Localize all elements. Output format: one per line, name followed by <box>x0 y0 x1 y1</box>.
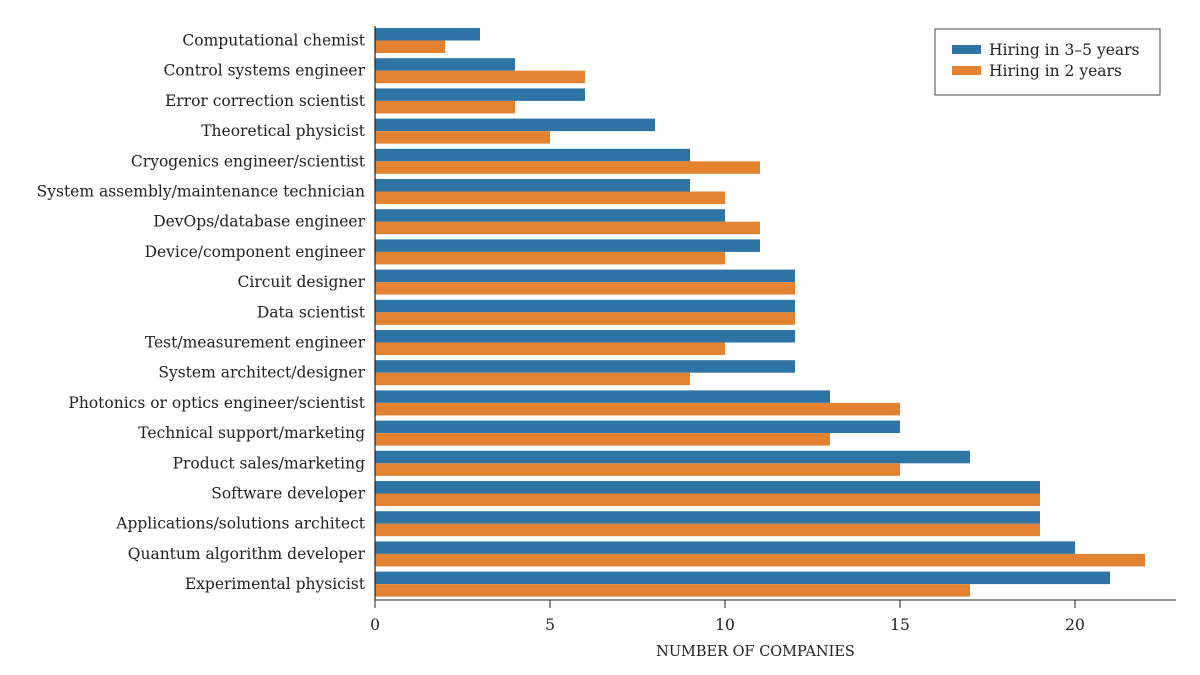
category-label: Technical support/marketing <box>138 424 365 442</box>
category-label: Photonics or optics engineer/scientist <box>68 394 365 412</box>
bar-applications-solutions-architect-2-years <box>375 523 1040 537</box>
bar-product-sales-marketing-3-5-years <box>375 450 970 464</box>
x-tick-label: 20 <box>1065 616 1085 634</box>
bar-data-scientist-2-years <box>375 312 795 325</box>
category-label: Test/measurement engineer <box>145 334 366 352</box>
bar-computational-chemist-2-years <box>375 40 445 53</box>
bar-quantum-algorithm-developer-3-5-years <box>375 541 1075 554</box>
category-label: Experimental physicist <box>185 575 366 593</box>
x-ticks: 0 5 10 15 20 <box>370 600 1085 634</box>
x-tick-label: 0 <box>370 616 380 634</box>
category-labels: Computational chemist Control systems eng… <box>37 32 366 594</box>
bar-quantum-algorithm-developer-2-years <box>375 553 1145 567</box>
category-label: System assembly/maintenance technician <box>37 183 365 201</box>
bar-cryogenics-engineer-scientist-2-years <box>375 161 760 174</box>
bar-test-measurement-engineer-3-5-years <box>375 330 795 343</box>
bar-system-architect-designer-3-5-years <box>375 360 795 373</box>
category-label: Theoretical physicist <box>201 122 366 140</box>
category-label: DevOps/database engineer <box>153 213 365 231</box>
category-label: System architect/designer <box>158 364 365 382</box>
bar-system-assembly-maintenance-technician-2-years <box>375 191 725 204</box>
bar-theoretical-physicist-3-5-years <box>375 118 655 132</box>
x-axis-title: NUMBER OF COMPANIES <box>656 644 855 660</box>
legend-label-3-5-years: Hiring in 3–5 years <box>989 41 1140 59</box>
bar-applications-solutions-architect-3-5-years <box>375 511 1040 524</box>
bar-circuit-designer-3-5-years <box>375 269 795 283</box>
bar-device-component-engineer-2-years <box>375 251 725 265</box>
legend: Hiring in 3–5 years Hiring in 2 years <box>934 28 1161 96</box>
bar-photonics-or-optics-engineer-scientist-3-5-years <box>375 390 830 403</box>
bar-devops-database-engineer-3-5-years <box>375 209 725 222</box>
legend-label-2-years: Hiring in 2 years <box>989 62 1122 80</box>
bar-data-scientist-3-5-years <box>375 299 795 313</box>
bar-experimental-physicist-2-years <box>375 584 970 597</box>
legend-swatch-3-5-years <box>952 45 981 54</box>
category-label: Product sales/marketing <box>173 454 365 472</box>
bar-theoretical-physicist-2-years <box>375 131 550 144</box>
bar-error-correction-scientist-3-5-years <box>375 88 585 101</box>
bar-devops-database-engineer-2-years <box>375 221 760 235</box>
category-label: Data scientist <box>257 303 366 321</box>
legend-swatch-2-years <box>952 66 981 75</box>
bar-photonics-or-optics-engineer-scientist-2-years <box>375 402 900 416</box>
bar-control-systems-engineer-3-5-years <box>375 58 515 71</box>
category-label: Applications/solutions architect <box>115 515 366 533</box>
x-tick-label: 10 <box>715 616 735 634</box>
category-label: Cryogenics engineer/scientist <box>131 152 366 170</box>
bars-group <box>375 28 1145 597</box>
category-label: Error correction scientist <box>165 92 366 110</box>
bar-system-architect-designer-2-years <box>375 372 690 386</box>
bar-experimental-physicist-3-5-years <box>375 571 1110 585</box>
bar-technical-support-marketing-3-5-years <box>375 420 900 434</box>
bar-cryogenics-engineer-scientist-3-5-years <box>375 148 690 162</box>
bar-error-correction-scientist-2-years <box>375 100 515 114</box>
category-label: Circuit designer <box>238 273 366 291</box>
bar-computational-chemist-3-5-years <box>375 28 480 41</box>
bar-control-systems-engineer-2-years <box>375 70 585 84</box>
bar-technical-support-marketing-2-years <box>375 433 830 446</box>
bar-device-component-engineer-3-5-years <box>375 239 760 252</box>
x-tick-label: 5 <box>545 616 555 634</box>
category-label: Computational chemist <box>182 32 365 50</box>
bar-system-assembly-maintenance-technician-3-5-years <box>375 179 690 192</box>
category-label: Software developer <box>211 485 365 503</box>
category-label: Device/component engineer <box>145 243 366 261</box>
category-label: Control systems engineer <box>164 62 366 80</box>
x-tick-label: 15 <box>890 616 910 634</box>
bar-software-developer-3-5-years <box>375 481 1040 494</box>
bar-test-measurement-engineer-2-years <box>375 342 725 355</box>
bar-product-sales-marketing-2-years <box>375 463 900 476</box>
bar-circuit-designer-2-years <box>375 282 795 295</box>
bar-software-developer-2-years <box>375 493 1040 506</box>
legend-box <box>934 28 1161 96</box>
category-label: Quantum algorithm developer <box>128 545 366 563</box>
